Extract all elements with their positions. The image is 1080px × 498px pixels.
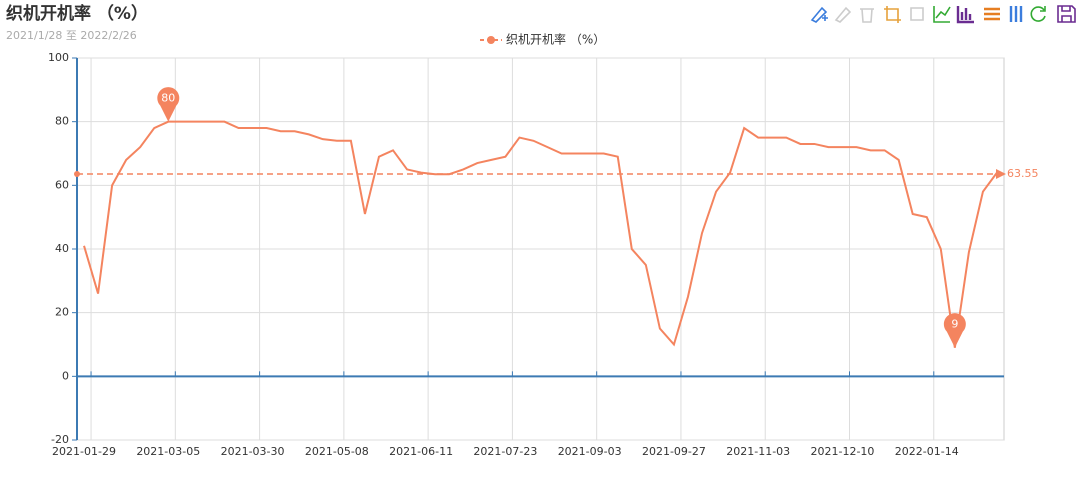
x-tick-label: 2021-09-03: [558, 445, 622, 458]
data-line: [83, 120, 998, 348]
x-tick-label: 2021-09-27: [642, 445, 706, 458]
y-tick-label: 40: [55, 242, 69, 255]
x-tick-label: 2021-05-08: [305, 445, 369, 458]
y-tick-label: 100: [48, 51, 69, 64]
tool-rect[interactable]: [884, 6, 901, 23]
tool-stack[interactable]: [984, 7, 1000, 21]
x-tick-label: 2021-12-10: [811, 445, 875, 458]
tool-bar[interactable]: [956, 6, 974, 24]
legend-label: 织机开机率 （%）: [506, 32, 605, 47]
x-tick-label: 2021-01-29: [52, 445, 116, 458]
tool-tiled[interactable]: [1009, 6, 1023, 22]
tool-clear[interactable]: [860, 8, 874, 23]
legend-marker: [487, 36, 495, 44]
y-tick-label: 80: [55, 115, 69, 128]
tool-polygon[interactable]: [910, 7, 924, 21]
x-tick-label: 2021-03-05: [136, 445, 200, 458]
mark-label: 80: [161, 92, 175, 105]
x-tick-label: 2021-11-03: [726, 445, 790, 458]
x-tick-label: 2021-06-11: [389, 445, 453, 458]
average-arrow: [996, 169, 1006, 180]
chart-title: 织机开机率 （%）: [6, 3, 148, 24]
x-tick-label: 2021-07-23: [473, 445, 537, 458]
legend[interactable]: 织机开机率 （%）: [480, 32, 605, 47]
y-tick-label: 0: [62, 369, 69, 382]
y-tick-label: 20: [55, 306, 69, 319]
tool-line[interactable]: [933, 6, 951, 23]
mark-pin: [943, 313, 966, 348]
x-tick-label: 2021-03-30: [221, 445, 285, 458]
average-start: [74, 171, 80, 178]
y-tick-label: -20: [51, 433, 69, 446]
x-tick-label: 2022-01-14: [895, 445, 959, 458]
mark-pin: [157, 87, 180, 122]
average-label: 63.55: [1007, 167, 1039, 180]
toolbox: [810, 5, 1076, 24]
chart-subtitle: 2021/1/28 至 2022/2/26: [6, 29, 137, 42]
y-tick-label: 60: [55, 178, 69, 191]
tool-zoom-reset[interactable]: [834, 6, 852, 23]
mark-label: 9: [951, 318, 958, 331]
tool-zoom[interactable]: [810, 6, 828, 23]
tool-save[interactable]: [1057, 5, 1076, 23]
tool-restore[interactable]: [1030, 6, 1046, 22]
